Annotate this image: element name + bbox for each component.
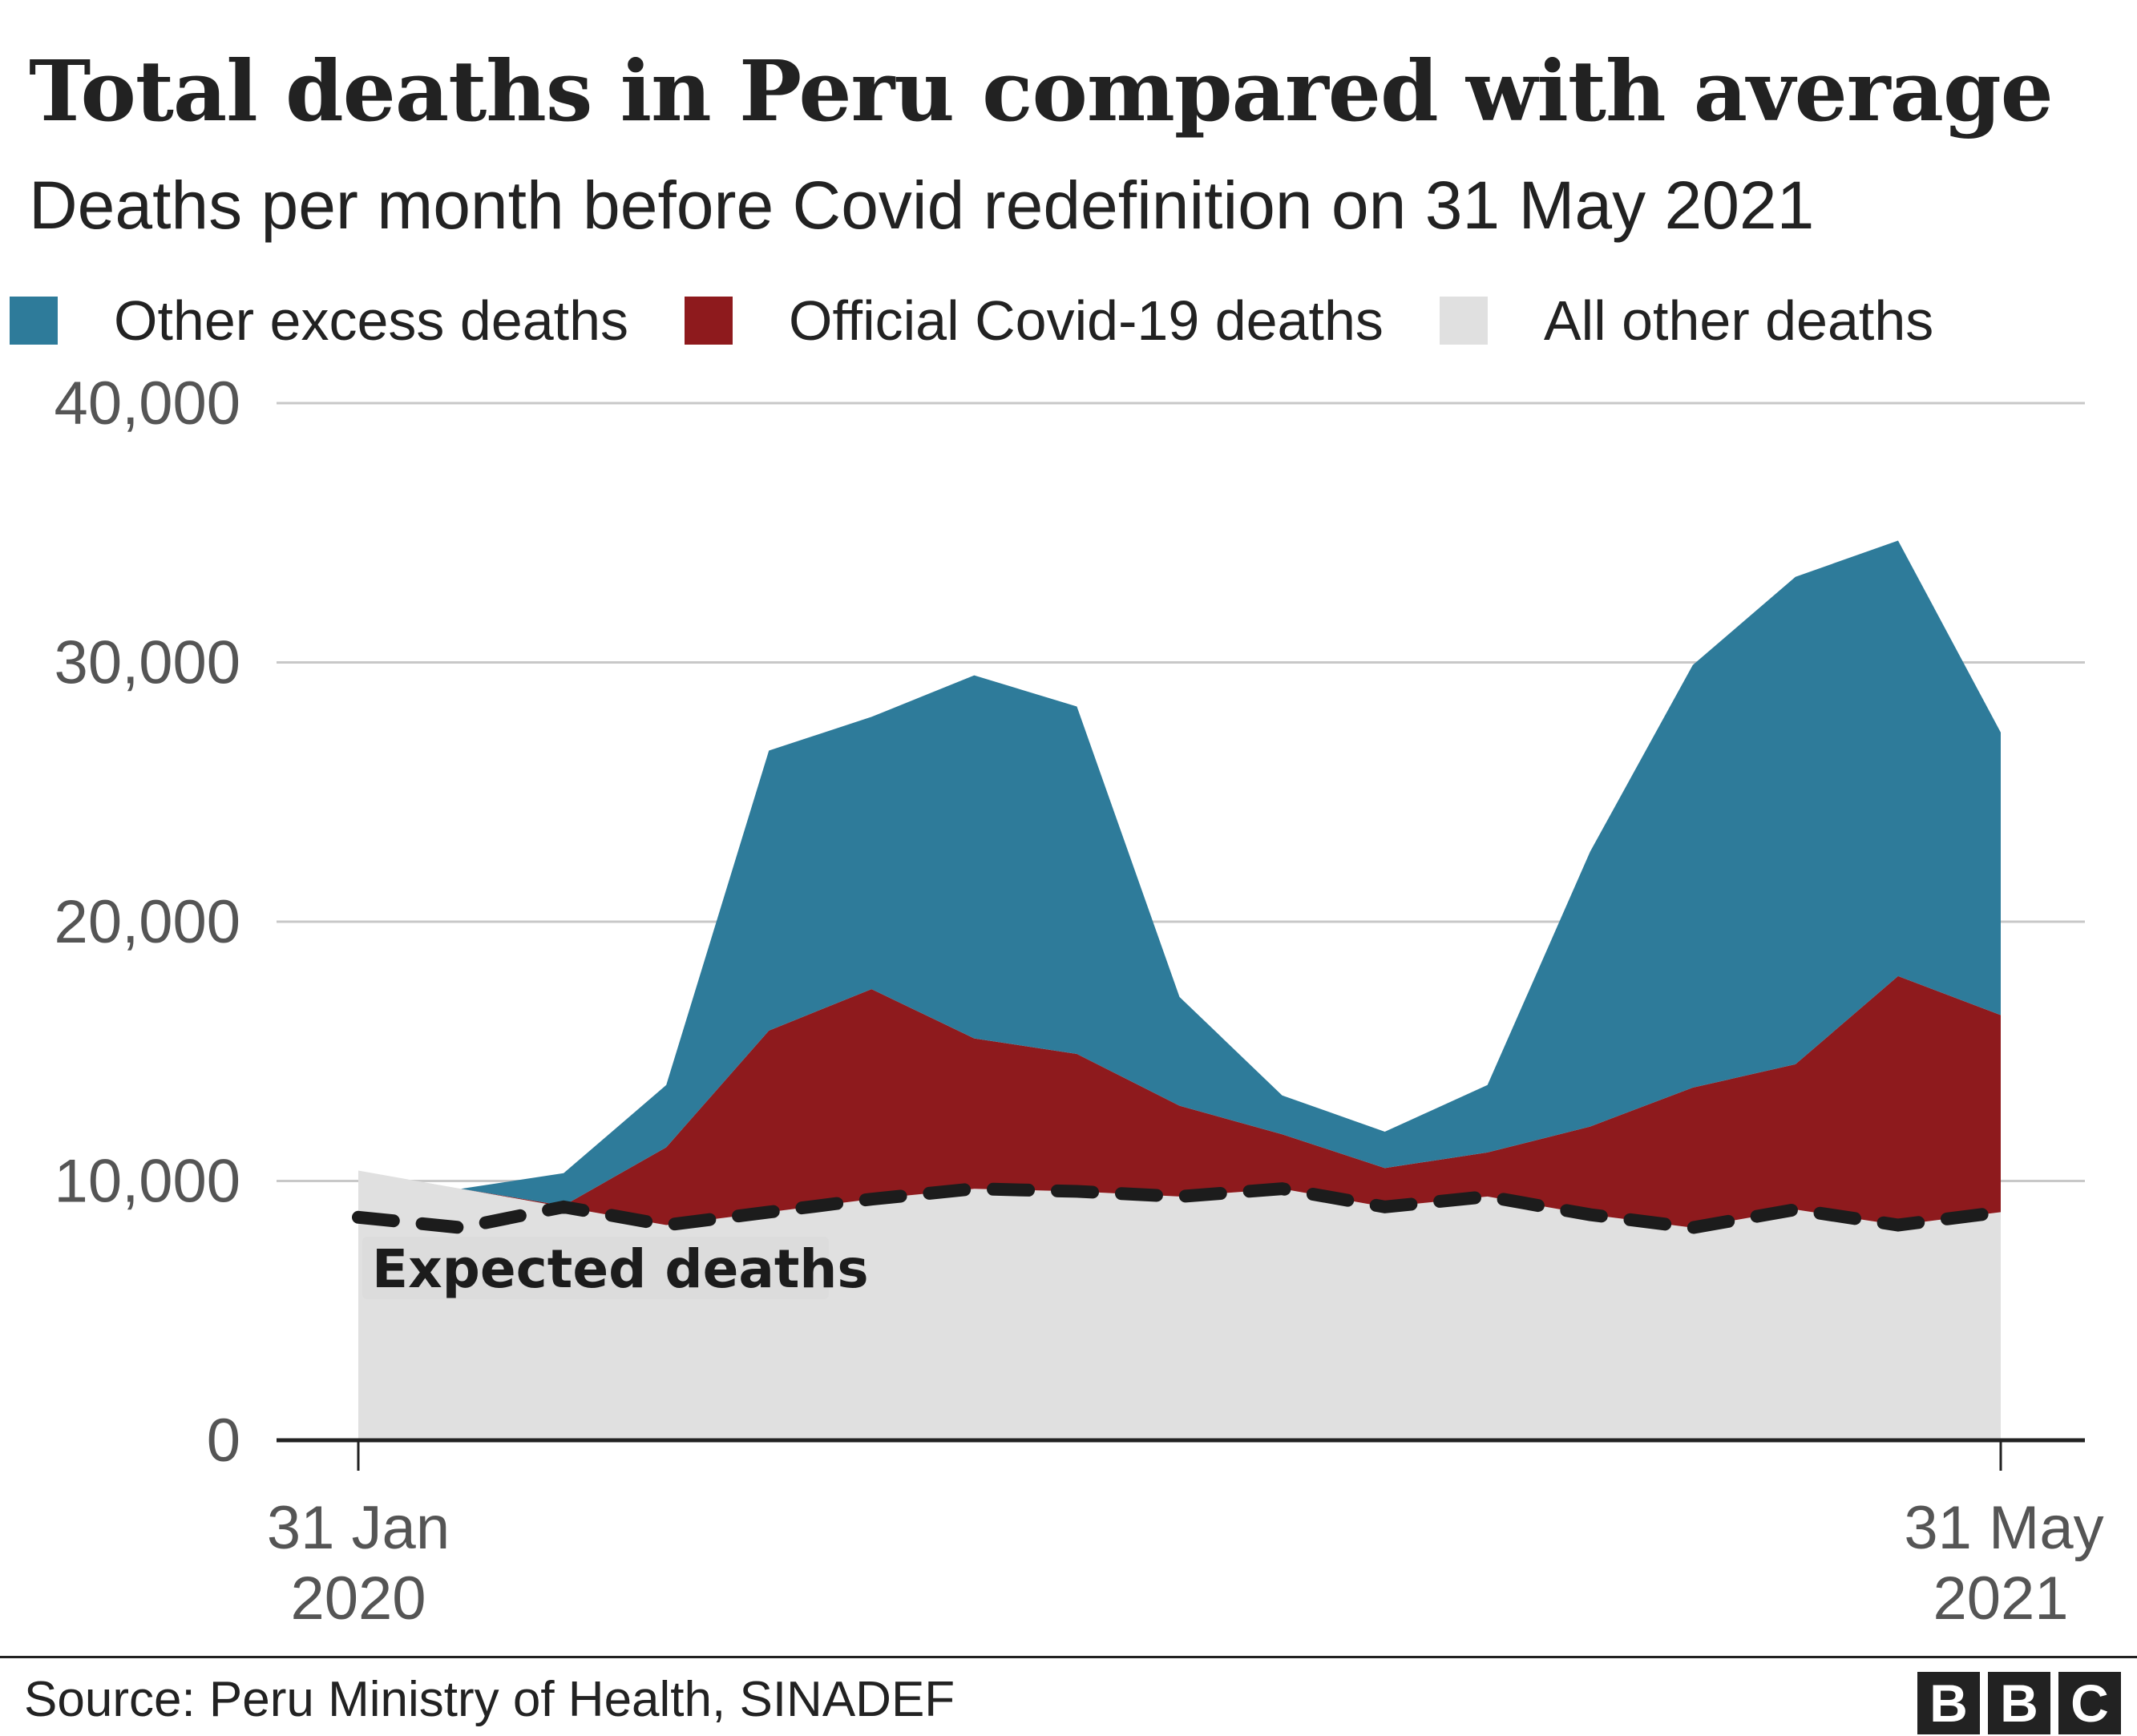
x-tick-label-year: 2020 [290, 1564, 426, 1633]
legend-item-excess: Other excess deaths [10, 289, 628, 353]
expected-label-bg [362, 1237, 829, 1299]
legend-label: All other deaths [1543, 289, 1934, 352]
legend-label: Official Covid-19 deaths [789, 289, 1384, 352]
chart-subtitle: Deaths per month before Covid redefiniti… [29, 168, 1815, 243]
legend-label: Other excess deaths [114, 289, 628, 352]
area-other-excess-deaths [358, 540, 2001, 1206]
legend-swatch [10, 297, 58, 345]
y-tick-label: 40,000 [55, 369, 240, 438]
x-tick-label: 31 Jan [267, 1494, 450, 1562]
footer-divider [0, 1656, 2137, 1658]
y-tick-label: 0 [207, 1407, 240, 1475]
y-tick-label: 20,000 [55, 888, 240, 956]
area-official-covid-19-deaths [358, 975, 2001, 1228]
x-tick-label: 31 May [1904, 1494, 2103, 1562]
y-tick-label: 30,000 [55, 629, 240, 697]
expected-deaths-label: Expected deaths [372, 1238, 869, 1300]
legend-swatch [685, 297, 733, 345]
chart-title: Total deaths in Peru compared with avera… [29, 42, 2054, 140]
legend-item-other: All other deaths [1439, 289, 1934, 353]
x-tick-label-year: 2021 [1933, 1564, 2068, 1633]
y-tick-label: 10,000 [55, 1148, 240, 1216]
legend-swatch [1439, 297, 1488, 345]
source-text: Source: Peru Ministry of Health, SINADEF [24, 1672, 955, 1727]
legend-item-covid: Official Covid-19 deaths [685, 289, 1384, 353]
legend: Other excess deaths Official Covid-19 de… [10, 289, 1990, 353]
expected-deaths-line [352, 1182, 2007, 1234]
